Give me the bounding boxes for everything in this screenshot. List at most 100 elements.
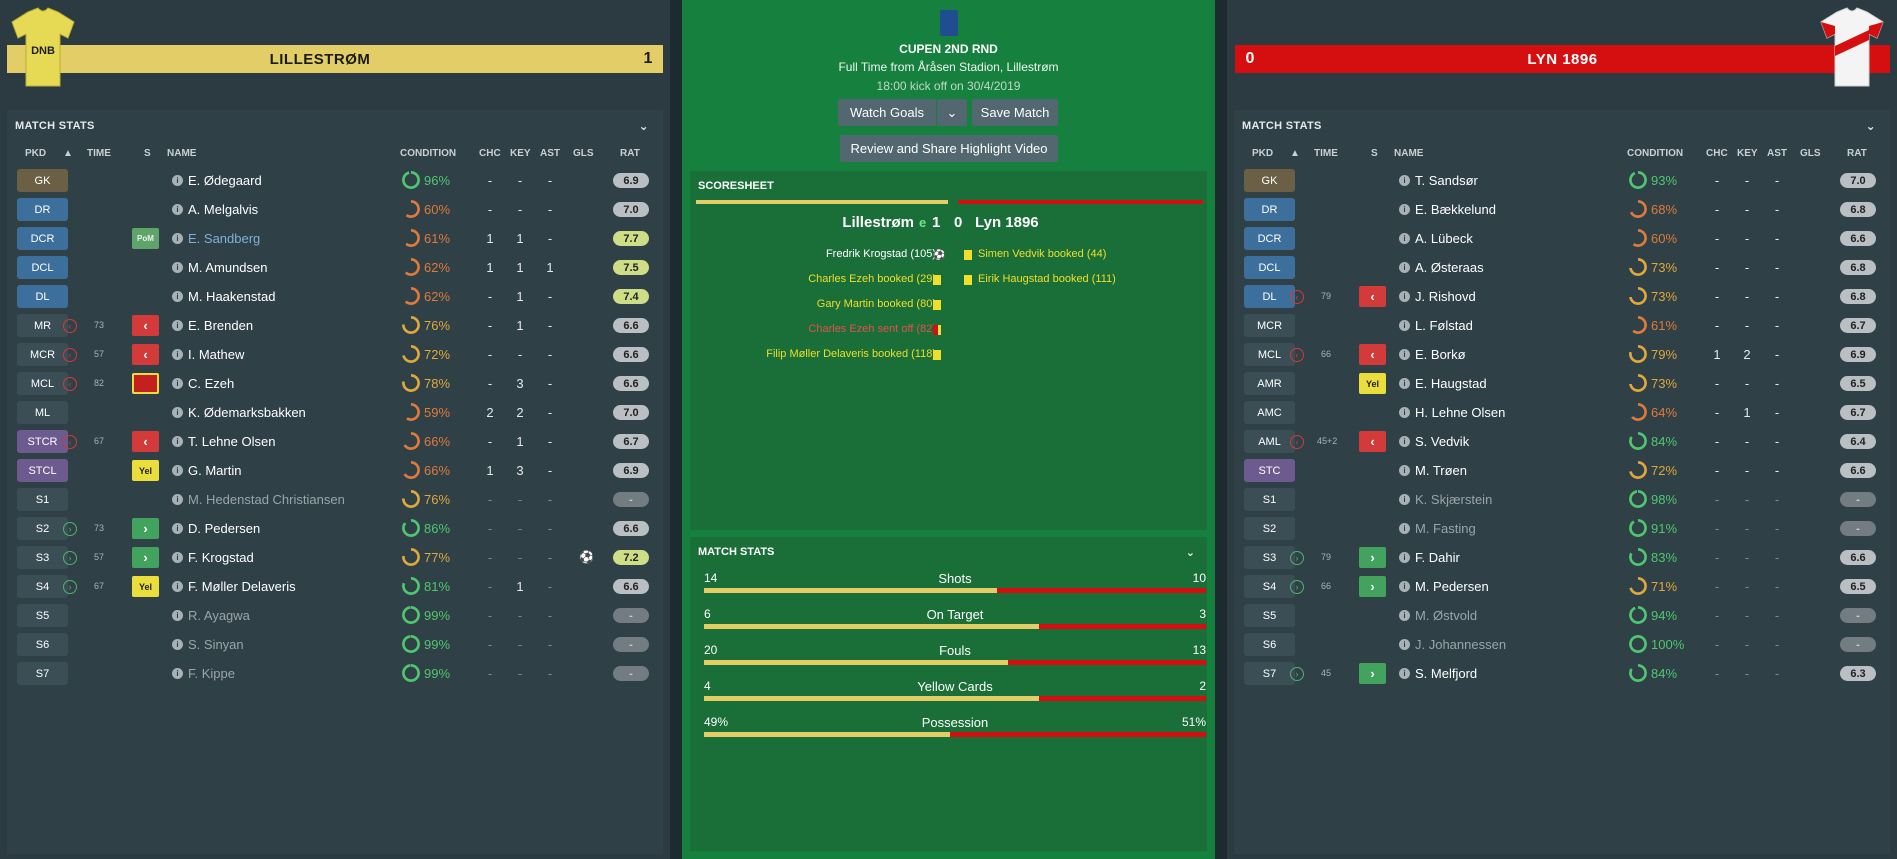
away-stats-header[interactable]: MATCH STATS ⌄: [1234, 110, 1890, 142]
col-s[interactable]: S: [144, 148, 151, 159]
info-icon[interactable]: i: [1399, 233, 1410, 244]
player-name[interactable]: R. Ayagwa: [188, 608, 250, 623]
info-icon[interactable]: i: [172, 233, 183, 244]
player-name[interactable]: M. Amundsen: [188, 260, 268, 275]
player-name[interactable]: F. Møller Delaveris: [188, 579, 296, 594]
player-name[interactable]: C. Ezeh: [188, 376, 235, 391]
col-condition[interactable]: CONDITION: [400, 148, 457, 159]
player-name[interactable]: G. Martin: [188, 463, 242, 478]
info-icon[interactable]: i: [1399, 639, 1410, 650]
info-icon[interactable]: i: [1399, 494, 1410, 505]
player-row[interactable]: S6 i S. Sinyan 99% - - - -: [7, 630, 663, 659]
player-name[interactable]: E. Ødegaard: [188, 173, 262, 188]
col-chc[interactable]: CHC: [1706, 148, 1728, 159]
player-name[interactable]: M. Hedenstad Christiansen: [188, 492, 345, 507]
col-key[interactable]: KEY: [510, 148, 531, 159]
player-row[interactable]: DCR i A. Lübeck 60% - - - 6.6: [1234, 224, 1890, 253]
player-name[interactable]: K. Skjærstein: [1415, 492, 1493, 507]
player-row[interactable]: DL i M. Haakenstad 62% - 1 - 7.4: [7, 282, 663, 311]
info-icon[interactable]: i: [172, 465, 183, 476]
player-name[interactable]: E. Sandberg: [188, 231, 261, 246]
player-row[interactable]: MCL ‹ 66 ‹ i E. Borkø 79% 1 2-6.9: [1234, 340, 1890, 369]
info-icon[interactable]: i: [1399, 320, 1410, 331]
info-icon[interactable]: i: [172, 320, 183, 331]
player-name[interactable]: A. Melgalvis: [188, 202, 259, 217]
player-name[interactable]: E. Haugstad: [1415, 376, 1487, 391]
player-name[interactable]: F. Krogstad: [188, 550, 254, 565]
col-gls[interactable]: GLS: [573, 148, 594, 159]
player-name[interactable]: T. Sandsør: [1415, 173, 1478, 188]
info-icon[interactable]: i: [172, 407, 183, 418]
info-icon[interactable]: i: [172, 378, 183, 389]
player-row[interactable]: STCL Yel i G. Martin 66% 1 3 - 6.9: [7, 456, 663, 485]
col-rat[interactable]: RAT: [620, 148, 640, 159]
info-icon[interactable]: i: [1399, 204, 1410, 215]
player-row[interactable]: S2 › 73 › i D. Pedersen 86% - - -6.6: [7, 514, 663, 543]
player-row[interactable]: S6 i J. Johannessen 100% - - - -: [1234, 630, 1890, 659]
info-icon[interactable]: i: [1399, 581, 1410, 592]
info-icon[interactable]: i: [172, 291, 183, 302]
player-name[interactable]: A. Østeraas: [1415, 260, 1484, 275]
info-icon[interactable]: i: [1399, 436, 1410, 447]
info-icon[interactable]: i: [172, 204, 183, 215]
player-name[interactable]: S. Vedvik: [1415, 434, 1470, 449]
player-row[interactable]: S7 i F. Kippe 99% - - - -: [7, 659, 663, 688]
player-name[interactable]: E. Bækkelund: [1415, 202, 1496, 217]
info-icon[interactable]: i: [1399, 262, 1410, 273]
player-name[interactable]: E. Borkø: [1415, 347, 1466, 362]
player-name[interactable]: J. Johannessen: [1415, 637, 1507, 652]
player-row[interactable]: S1 i M. Hedenstad Christiansen 76% - - - -: [7, 485, 663, 514]
info-icon[interactable]: i: [172, 436, 183, 447]
info-icon[interactable]: i: [1399, 378, 1410, 389]
info-icon[interactable]: i: [172, 552, 183, 563]
player-row[interactable]: STCR ‹ 67 ‹ i T. Lehne Olsen 66% -1-6.7: [7, 427, 663, 456]
col-rat[interactable]: RAT: [1847, 148, 1867, 159]
player-name[interactable]: D. Pedersen: [188, 521, 261, 536]
player-row[interactable]: S3 › 57 › i F. Krogstad 77% - - - ⚽ 7.2: [7, 543, 663, 572]
player-row[interactable]: S3 › 79 › i F. Dahir 83% - - -6.6: [1234, 543, 1890, 572]
info-icon[interactable]: i: [1399, 175, 1410, 186]
chevron-down-icon[interactable]: ⌄: [638, 119, 649, 133]
player-name[interactable]: M. Trøen: [1415, 463, 1468, 478]
player-row[interactable]: GK i E. Ødegaard 96% - - - 6.9: [7, 166, 663, 195]
col-gls[interactable]: GLS: [1800, 148, 1821, 159]
player-row[interactable]: ML i K. Ødemarksbakken 59% 2 2 - 7.0: [7, 398, 663, 427]
info-icon[interactable]: i: [172, 175, 183, 186]
player-row[interactable]: S5 i R. Ayagwa 99% - - - -: [7, 601, 663, 630]
player-row[interactable]: DCL i A. Østeraas 73% - - - 6.8: [1234, 253, 1890, 282]
player-row[interactable]: S1 i K. Skjærstein 98% - - - -: [1234, 485, 1890, 514]
player-row[interactable]: S2 i M. Fasting 91% - - - -: [1234, 514, 1890, 543]
info-icon[interactable]: i: [1399, 668, 1410, 679]
player-name[interactable]: M. Østvold: [1415, 608, 1478, 623]
col-ast[interactable]: AST: [540, 148, 560, 159]
player-name[interactable]: T. Lehne Olsen: [188, 434, 276, 449]
match-stats-header[interactable]: MATCH STATS ⌄: [690, 537, 1207, 568]
chevron-down-icon[interactable]: ⌄: [1185, 547, 1195, 559]
player-row[interactable]: MCR i L. Følstad 61% - - - 6.7: [1234, 311, 1890, 340]
player-row[interactable]: DCL i M. Amundsen 62% 1 1 1 7.5: [7, 253, 663, 282]
player-row[interactable]: AML ‹ 45+2 ‹ i S. Vedvik 84% - - -6.4: [1234, 427, 1890, 456]
player-row[interactable]: DL ‹ 79 ‹ i J. Rishovd 73% - - -6.8: [1234, 282, 1890, 311]
watch-goals-button[interactable]: Watch Goals: [838, 99, 936, 126]
col-pkd[interactable]: PKD: [25, 148, 47, 159]
col-time[interactable]: TIME: [1314, 148, 1338, 159]
review-highlight-button[interactable]: Review and Share Highlight Video: [840, 135, 1058, 162]
info-icon[interactable]: i: [172, 668, 183, 679]
col-name[interactable]: NAME: [1394, 148, 1424, 159]
info-icon[interactable]: i: [1399, 407, 1410, 418]
info-icon[interactable]: i: [172, 494, 183, 505]
player-name[interactable]: M. Pedersen: [1415, 579, 1489, 594]
col-ast[interactable]: AST: [1767, 148, 1787, 159]
col-s[interactable]: S: [1371, 148, 1378, 159]
info-icon[interactable]: i: [172, 262, 183, 273]
player-row[interactable]: DR i E. Bækkelund 68% - - - 6.8: [1234, 195, 1890, 224]
chevron-down-icon[interactable]: ⌄: [1865, 119, 1876, 133]
player-name[interactable]: H. Lehne Olsen: [1415, 405, 1506, 420]
col-time[interactable]: TIME: [87, 148, 111, 159]
player-name[interactable]: L. Følstad: [1415, 318, 1473, 333]
info-icon[interactable]: i: [1399, 291, 1410, 302]
player-name[interactable]: K. Ødemarksbakken: [188, 405, 306, 420]
player-row[interactable]: S4 › 66 › i M. Pedersen 71% - - -6.5: [1234, 572, 1890, 601]
info-icon[interactable]: i: [1399, 552, 1410, 563]
